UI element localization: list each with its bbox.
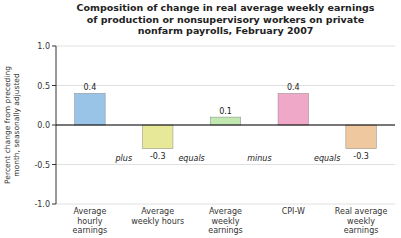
x-tick-label-line: weekly: [347, 217, 375, 226]
x-tick-label-line: earnings: [344, 226, 379, 235]
y-axis-label-line: Percent change from preceding: [3, 66, 12, 184]
x-tick-label-line: weekly hours: [131, 217, 184, 226]
y-tick: [52, 204, 56, 205]
x-tick-label: Averageweeklyearnings: [208, 207, 243, 235]
bar: [210, 117, 241, 125]
x-tick-label: Averagehourlyearnings: [73, 207, 108, 235]
y-tick: [52, 46, 56, 47]
y-tick-label: -0.5: [34, 161, 50, 170]
data-label: -0.3: [150, 152, 166, 161]
x-tick-label-line: hourly: [77, 217, 103, 226]
x-tick-label-line: CPI-W: [282, 207, 305, 216]
y-axis-label: Percent change from precedingmonth, seas…: [3, 66, 21, 184]
y-tick-label: 0.0: [37, 121, 50, 130]
x-tick-label: CPI-W: [282, 207, 305, 216]
y-tick: [52, 85, 56, 86]
y-tick-label: 1.0: [37, 42, 50, 51]
grid-line: [56, 164, 395, 165]
x-tick-label-line: Average: [73, 207, 106, 216]
grid-line: [56, 46, 395, 47]
x-tick-label-line: Average: [141, 207, 174, 216]
bar: [75, 93, 106, 125]
zero-line: [56, 125, 395, 126]
y-tick-label: 0.5: [37, 82, 50, 91]
data-label: 0.4: [287, 83, 300, 92]
x-tick-label-line: Average: [209, 207, 242, 216]
title-line: of production or nonsupervisory workers …: [87, 14, 364, 25]
data-label: -0.3: [353, 152, 369, 161]
annotation: equals: [314, 154, 340, 163]
x-tick-label-line: earnings: [208, 226, 243, 235]
chart: Composition of change in real average we…: [0, 0, 401, 238]
y-axis-label-line: month, seasonally adjusted: [12, 73, 21, 177]
bar: [278, 93, 309, 125]
x-tick-label-line: earnings: [73, 226, 108, 235]
y-tick-label: -1.0: [34, 200, 50, 209]
annotation: equals: [178, 154, 204, 163]
x-tick-label-line: weekly: [212, 217, 240, 226]
data-label: 0.1: [219, 107, 232, 116]
data-label: 0.4: [84, 83, 97, 92]
x-tick-label-line: Real average: [335, 207, 388, 216]
annotation: plus: [115, 154, 133, 163]
title-line: nonfarm payrolls, February 2007: [138, 25, 314, 36]
title: Composition of change in real average we…: [77, 2, 375, 36]
grid-line: [56, 125, 395, 126]
annotation: minus: [247, 154, 271, 163]
title-line: Composition of change in real average we…: [77, 2, 375, 13]
y-tick: [52, 125, 56, 126]
y-tick: [52, 164, 56, 165]
x-tick-label: Real averageweeklyearnings: [335, 207, 388, 235]
grid-line: [56, 85, 395, 86]
bar: [142, 125, 173, 149]
grid-line: [56, 204, 395, 205]
bars: [75, 93, 377, 148]
bar: [346, 125, 377, 149]
x-tick-label: Averageweekly hours: [131, 207, 184, 226]
